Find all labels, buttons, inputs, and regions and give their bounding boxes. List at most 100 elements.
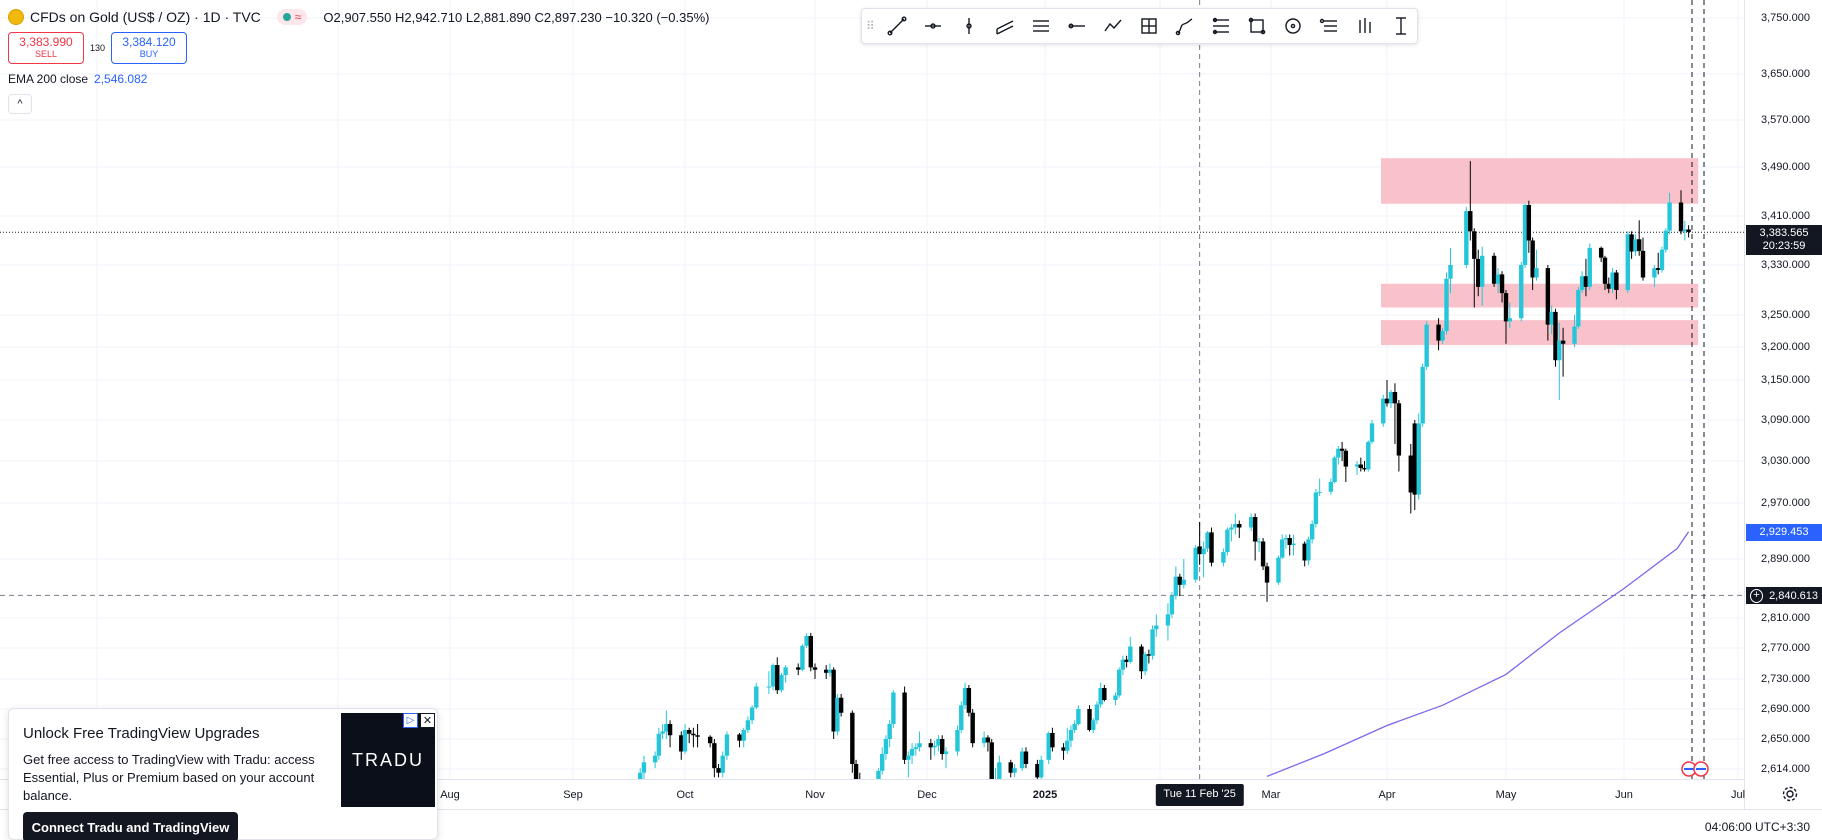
tradu-logo[interactable]: TRADU <box>341 713 435 807</box>
price-chart[interactable] <box>0 0 1744 779</box>
rectangle-tool-button[interactable] <box>1239 10 1275 42</box>
candle-body <box>1499 274 1505 294</box>
candle-body <box>1197 546 1202 555</box>
pitchfork-tool-button[interactable] <box>1347 10 1383 42</box>
drawing-toolbar: ⠿ <box>861 8 1418 44</box>
candle <box>1197 521 1202 565</box>
candle-body <box>962 688 968 706</box>
ad-choices: ▷ ✕ <box>403 713 435 729</box>
candle <box>1260 538 1266 571</box>
candle-body <box>1495 274 1501 284</box>
connect-tradu-button[interactable]: Connect Tradu and TradingView <box>23 812 238 840</box>
candle <box>1534 249 1539 281</box>
drag-handle-icon[interactable]: ⠿ <box>866 19 875 33</box>
price-tick-label: 3,150.000 <box>1761 374 1810 386</box>
candle <box>1177 573 1183 596</box>
date-range-icon <box>1395 17 1406 35</box>
candle <box>966 685 972 717</box>
horizontal-lines-tool-button[interactable] <box>1023 10 1059 42</box>
circle-tool-button[interactable] <box>1275 10 1311 42</box>
candle <box>1150 625 1155 660</box>
candle <box>1046 731 1051 764</box>
brush-tool-button[interactable] <box>1167 10 1203 42</box>
gear-icon[interactable] <box>1781 785 1799 803</box>
candle-body <box>1392 392 1398 404</box>
candle <box>1633 234 1638 256</box>
long-position-tool-button[interactable] <box>1131 10 1167 42</box>
candle <box>754 682 759 709</box>
candle <box>853 759 859 779</box>
parallel-channel-icon <box>996 20 1014 35</box>
candle-body <box>928 743 934 748</box>
candle <box>724 731 730 760</box>
candle <box>1530 237 1535 290</box>
vertical-line-tool-button[interactable] <box>951 10 987 42</box>
horizontal-line-icon <box>1068 23 1085 29</box>
candle <box>1652 265 1657 287</box>
candle-body <box>1061 747 1066 751</box>
candle-body <box>1128 646 1133 662</box>
candle-body <box>1046 733 1051 760</box>
collapse-legend-button[interactable]: ^ <box>8 94 32 114</box>
parallel-channel-tool-button[interactable] <box>987 10 1023 42</box>
candle <box>1369 420 1375 444</box>
chart-pane[interactable]: CFDs on Gold (US$ / OZ) · 1D · TVC ≈ O2,… <box>0 0 1744 809</box>
candle <box>1495 268 1501 294</box>
data-delay-icon: ≈ <box>294 10 302 24</box>
candle <box>1165 603 1171 641</box>
candle-body <box>1587 247 1592 287</box>
candle-body <box>1640 250 1646 278</box>
candle <box>1412 420 1417 510</box>
candle <box>796 663 801 676</box>
ad-info-icon[interactable]: ▷ <box>403 713 418 728</box>
market-open-icon <box>282 13 291 21</box>
indicator-legend[interactable]: EMA 200 close 2,546.082 <box>8 72 147 86</box>
candle <box>1146 649 1152 664</box>
candle <box>859 772 861 779</box>
candle <box>876 768 881 779</box>
trend-line-tool-button[interactable] <box>879 10 915 42</box>
clock[interactable]: 04:06:00 UTC+3:30 <box>1704 820 1810 834</box>
candle <box>1072 720 1077 733</box>
close-icon[interactable]: ✕ <box>420 713 435 728</box>
market-status[interactable]: ≈ <box>276 9 308 25</box>
date-range-tool-button[interactable] <box>1383 10 1419 42</box>
fib-extension-tool-button[interactable] <box>1311 10 1347 42</box>
candle-body <box>838 697 844 713</box>
price-scale[interactable]: 3,750.000 3,650.000 3,570.000 3,490.000 3,41… <box>1744 0 1822 809</box>
candle <box>808 633 814 672</box>
horizontal-line-tool-button[interactable] <box>1059 10 1095 42</box>
candle <box>1682 220 1687 241</box>
candle <box>940 735 945 760</box>
candle <box>1659 246 1665 273</box>
path-tool-button[interactable] <box>1095 10 1131 42</box>
time-tick-label: Oct <box>676 789 694 801</box>
plus-icon[interactable]: + <box>1750 588 1764 603</box>
symbol-title[interactable]: CFDs on Gold (US$ / OZ) · 1D · TVC <box>30 9 261 25</box>
circle-icon <box>1285 18 1301 34</box>
candle <box>1625 231 1630 294</box>
candle <box>943 747 949 769</box>
candle-body <box>1068 730 1074 741</box>
candle <box>779 672 784 693</box>
candle-body <box>1076 709 1081 724</box>
fib-retracement-tool-button[interactable] <box>1203 10 1239 42</box>
candle-body <box>1381 398 1386 424</box>
close-key: C <box>534 9 544 25</box>
candle-body <box>1659 249 1665 270</box>
candle-body <box>1464 211 1469 265</box>
horizontal-ray-tool-button[interactable] <box>915 10 951 42</box>
buy-button[interactable]: 3,384.120 BUY <box>111 32 188 64</box>
indicator-value: 2,546.082 <box>94 72 148 86</box>
candle <box>880 747 885 775</box>
candle-body <box>887 724 892 739</box>
sell-button[interactable]: 3,383.990 SELL <box>8 32 84 64</box>
crosshair-price-tag: + 2,840.613 <box>1746 587 1822 604</box>
candle <box>1019 747 1025 771</box>
price-tick-label: 2,730.000 <box>1761 673 1810 685</box>
candle <box>906 751 911 778</box>
candle-body <box>1091 720 1096 730</box>
candle-body <box>1276 557 1281 583</box>
candle-body <box>1309 524 1315 540</box>
candle-body <box>850 712 855 764</box>
